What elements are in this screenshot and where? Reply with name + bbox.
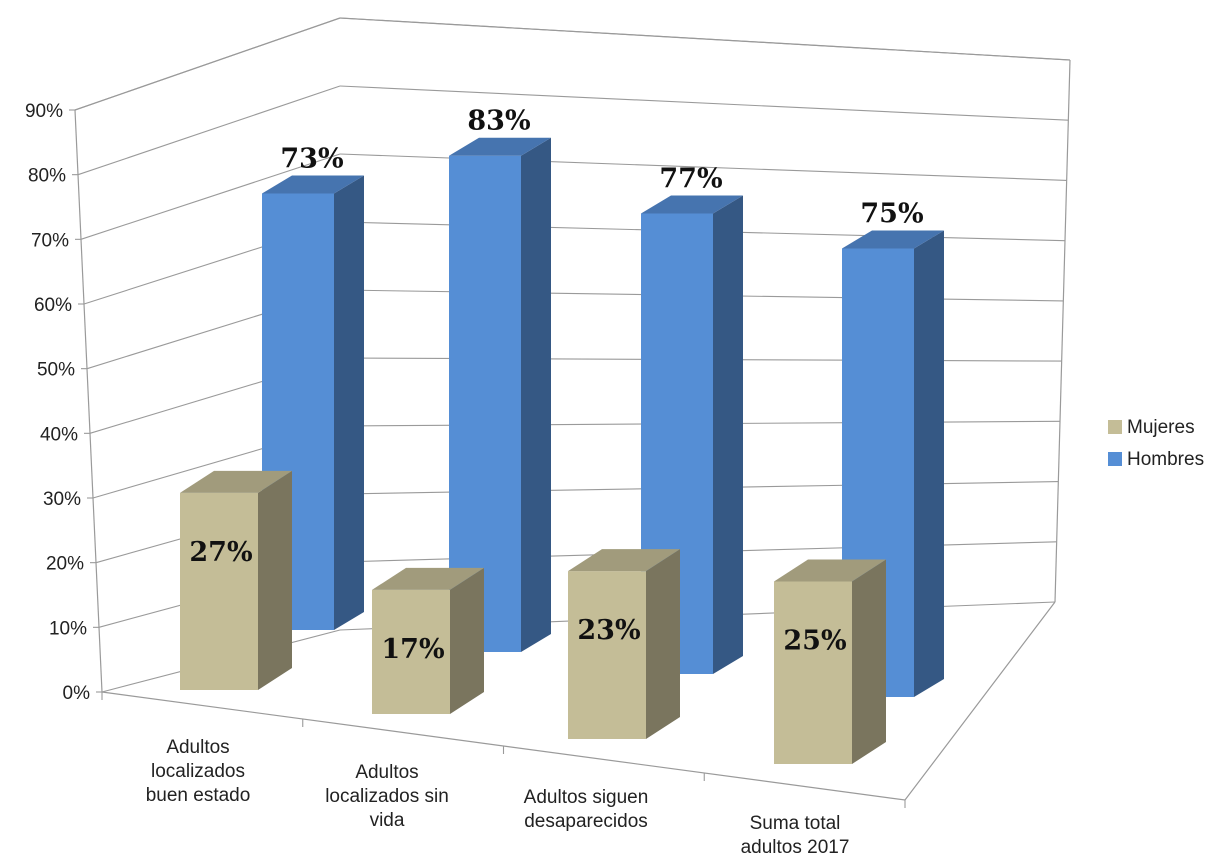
gridline-left — [77, 85, 341, 176]
bar-top-face — [262, 175, 364, 194]
data-label-mujeres: 27% — [189, 537, 252, 568]
bar-side-face — [713, 195, 743, 674]
bar-mujeres — [568, 549, 680, 739]
y-tick-label: 30% — [43, 489, 81, 510]
bar-top-face — [449, 137, 551, 156]
x-tick-label: Adultos localizados buen estado — [146, 737, 251, 806]
x-tick-label-line: Adultos siguen — [524, 787, 649, 808]
bar-side-face — [450, 567, 484, 714]
bar-mujeres — [180, 470, 292, 690]
data-label-mujeres: 17% — [381, 634, 444, 665]
y-tick-label: 0% — [63, 683, 91, 704]
bar-top-face — [372, 567, 484, 590]
x-tick-label-line: localizados — [151, 761, 245, 782]
bar-mujeres — [372, 567, 484, 714]
bar-front-face — [372, 589, 450, 714]
y-tick-label: 80% — [28, 166, 66, 187]
data-label-mujeres: 23% — [577, 615, 640, 646]
bar-side-face — [521, 137, 551, 652]
bar-front-face — [568, 571, 646, 739]
legend-label-hombres: Hombres — [1127, 449, 1204, 470]
legend-swatch-hombres — [1108, 452, 1122, 466]
left-wall-edge — [74, 109, 103, 693]
x-tick-label-line: vida — [370, 810, 405, 831]
bar-side-face — [914, 230, 944, 697]
bar-mujeres — [774, 559, 886, 764]
y-tick-label: 50% — [37, 360, 75, 381]
bar-side-face — [258, 470, 292, 690]
bar-top-face — [842, 230, 944, 249]
data-label-hombres: 83% — [467, 106, 530, 137]
y-tick-label: 40% — [40, 424, 78, 445]
y-tick-label: 90% — [25, 101, 63, 122]
x-tick-label-line: Suma total — [750, 813, 841, 834]
data-label-hombres: 73% — [280, 143, 343, 174]
bar-hombres — [449, 137, 551, 652]
bar-side-face — [646, 549, 680, 739]
x-tick-label: Suma total adultos 2017 — [741, 813, 850, 858]
gridline-back — [339, 17, 1071, 61]
x-axis: Adultos localizados buen estado Adultos loca… — [101, 692, 906, 858]
y-tick-label: 20% — [46, 554, 84, 575]
data-label-hombres: 77% — [659, 164, 722, 195]
bar-top-face — [641, 195, 743, 214]
x-tick-label-line: localizados sin — [325, 786, 449, 807]
legend-swatch-mujeres — [1108, 420, 1122, 434]
bar-front-face — [449, 155, 521, 652]
bar-top-face — [568, 549, 680, 572]
x-tick-label: Adultos siguen desaparecidos — [524, 787, 649, 832]
y-axis: 0% 10% 20% 30% 40% 50% 60% 70% 80% 90% — [25, 101, 102, 704]
bar-side-face — [852, 559, 886, 764]
gridline-left — [74, 17, 341, 111]
gridline-left — [80, 153, 341, 240]
x-tick-label-line: Adultos — [166, 737, 229, 758]
bar-side-face — [334, 175, 364, 630]
x-tick-label-line: Adultos — [355, 762, 418, 783]
x-tick-label-line: desaparecidos — [524, 811, 648, 832]
legend-label-mujeres: Mujeres — [1127, 417, 1195, 438]
data-labels: 73% 83% 77% 75% 27% 17% 23% 25% — [189, 106, 923, 665]
x-tick-label: Adultos localizados sin vida — [325, 762, 449, 831]
y-tick-label: 70% — [31, 230, 69, 251]
series-mujeres — [180, 470, 886, 764]
legend: Mujeres Hombres — [1108, 417, 1204, 470]
back-wall-right-edge — [1054, 59, 1071, 603]
bar-top-face — [180, 470, 292, 493]
y-tick-label: 10% — [49, 618, 87, 639]
bar-top-face — [774, 559, 886, 582]
bar-front-face — [774, 581, 852, 764]
gridline-back — [339, 85, 1069, 121]
x-tick-label-line: buen estado — [146, 785, 251, 806]
x-tick-label-line: adultos 2017 — [741, 837, 850, 858]
data-label-mujeres: 25% — [783, 626, 846, 657]
data-label-hombres: 75% — [860, 199, 923, 230]
series-hombres — [262, 137, 944, 697]
y-tick-label: 60% — [34, 295, 72, 316]
bar-front-face — [180, 492, 258, 690]
